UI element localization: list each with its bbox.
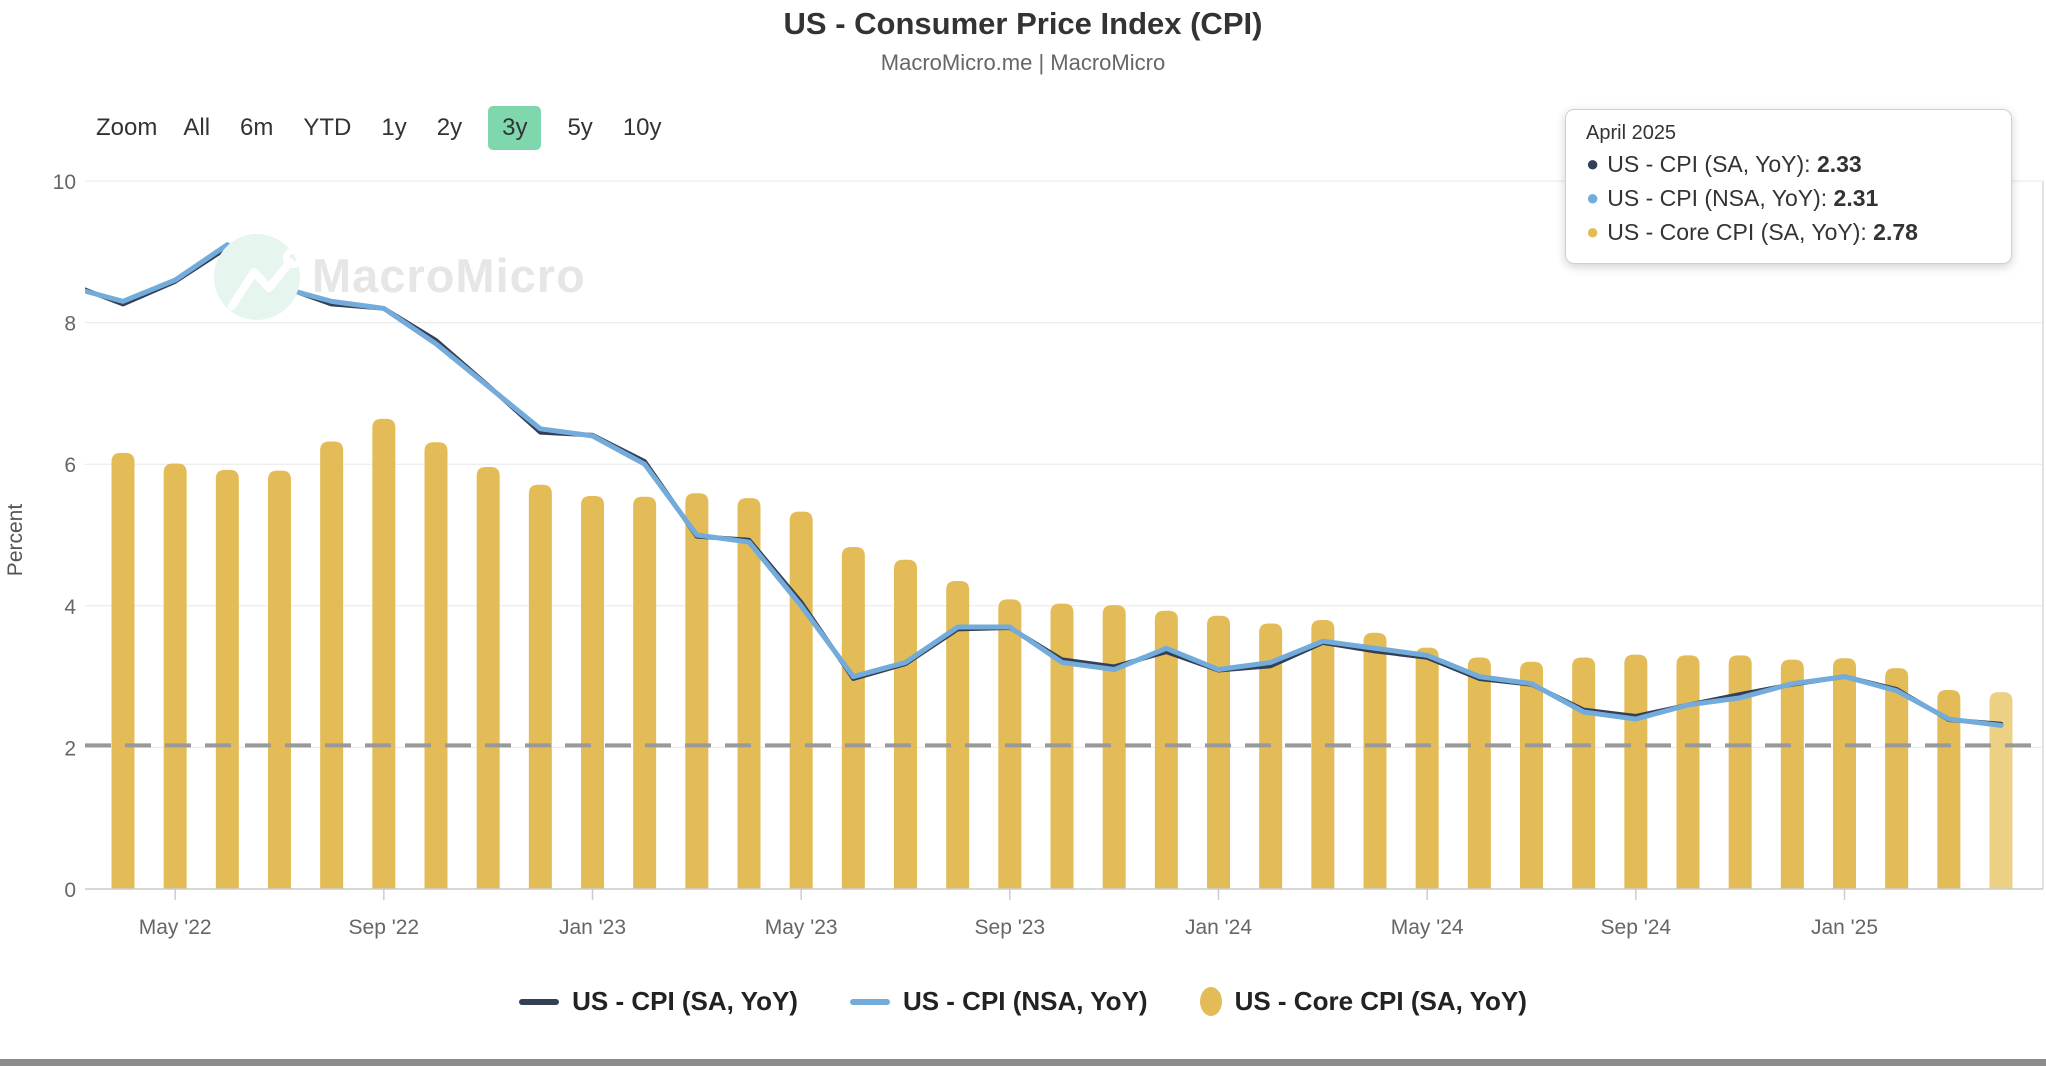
x-axis-label-may-24: May '24 [1391,916,1464,939]
core-cpi-bar-sep-24[interactable] [1624,654,1648,889]
core-cpi-bar-apr-24[interactable] [1363,632,1387,889]
core-cpi-bar-mar-25[interactable] [1937,690,1961,889]
core-cpi-bar-feb-25[interactable] [1885,668,1909,889]
y-axis-label-8: 8 [64,313,76,336]
core-cpi-bar-mar-23[interactable] [685,493,709,889]
range-option-10y[interactable]: 10y [622,114,662,141]
core-cpi-bar-feb-23[interactable] [633,496,657,889]
range-selector: Zoom All 6m YTD 1y 2y 3y 5y 10y [96,106,666,150]
core-cpi-bar-dec-24[interactable] [1780,659,1804,889]
core-cpi-bar-jul-23[interactable] [894,559,918,889]
hover-tooltip: April 2025 ● US - CPI (SA, YoY): 2.33 ● US … [1565,109,2012,264]
core-cpi-bar-nov-22[interactable] [476,467,500,889]
y-axis-label-10: 10 [53,171,76,194]
core-cpi-bar-nov-23[interactable] [1102,605,1126,889]
core-cpi-bar-aug-24[interactable] [1572,657,1596,889]
series-bullet-icon: ● [1586,151,1600,176]
tooltip-series-value: 2.78 [1873,219,1918,245]
core-cpi-bar-may-23[interactable] [789,511,813,889]
x-axis-label-jan-24: Jan '24 [1185,916,1252,939]
series-bullet-icon: ● [1586,185,1600,210]
legend-label: US - Core CPI (SA, YoY) [1234,986,1527,1016]
core-cpi-bar-jan-24[interactable] [1207,615,1231,889]
range-option-2y[interactable]: 2y [436,114,463,141]
x-axis-label-sep-24: Sep '24 [1601,916,1672,939]
y-axis-label-4: 4 [64,596,76,619]
x-axis-label-jan-23: Jan '23 [559,916,626,939]
core-cpi-bar-feb-24[interactable] [1259,623,1283,890]
x-axis-label-may-22: May '22 [139,916,212,939]
tooltip-series-value: 2.31 [1833,185,1879,211]
tooltip-date: April 2025 [1586,122,1677,144]
range-option-ytd[interactable]: YTD [303,114,352,141]
core-cpi-bar-jul-24[interactable] [1520,661,1544,889]
series-bullet-icon: ● [1586,219,1600,244]
tooltip-row: ● US - Core CPI (SA, YoY): 2.78 [1586,215,1991,249]
y-axis-label-6: 6 [64,454,76,477]
core-cpi-bar-oct-24[interactable] [1676,655,1700,889]
legend-label: US - CPI (SA, YoY) [572,986,798,1016]
tooltip-row: ● US - CPI (NSA, YoY): 2.31 [1586,181,1991,215]
core-cpi-bar-dec-23[interactable] [1154,610,1178,889]
core-cpi-bar-sep-22[interactable] [372,418,396,889]
range-option-5y[interactable]: 5y [567,114,593,141]
x-axis-label-jan-25: Jan '25 [1811,916,1878,939]
core-cpi-bar-jun-22[interactable] [215,469,239,889]
bottom-scrollbar[interactable] [0,1059,2046,1066]
tooltip-series-value: 2.33 [1816,151,1862,177]
legend-item-core-cpi[interactable]: US - Core CPI (SA, YoY) [1199,986,1527,1017]
core-cpi-bar-oct-22[interactable] [424,442,448,889]
x-axis-label-sep-22: Sep '22 [349,916,420,939]
range-option-3y[interactable]: 3y [488,106,542,150]
range-option-all[interactable]: All [183,114,211,141]
core-cpi-bar-jan-25[interactable] [1833,658,1857,889]
cpi-sa-line[interactable] [71,245,2004,727]
legend-item-cpi-sa[interactable]: US - CPI (SA, YoY) [519,986,798,1017]
core-cpi-bar-mar-24[interactable] [1311,619,1335,889]
cpi-nsa-line-marker [849,998,890,1005]
core-cpi-bar-apr-25[interactable] [1989,692,2013,889]
core-cpi-bar-jan-23[interactable] [581,496,605,889]
core-cpi-bar-jun-24[interactable] [1467,657,1491,889]
cpi-nsa-line[interactable] [71,242,2004,728]
core-cpi-bar-aug-22[interactable] [320,441,344,889]
range-option-1y[interactable]: 1y [381,114,407,141]
core-cpi-bar-jul-22[interactable] [268,470,292,889]
cpi-sa-line-marker [519,998,560,1005]
chart-subtitle: MacroMicro.me | MacroMicro [880,50,1166,75]
range-option-6m[interactable]: 6m [240,114,274,141]
tooltip-series-label: US - Core CPI (SA, YoY): [1607,219,1874,245]
y-axis-label-2: 2 [64,737,76,760]
core-cpi-bar-aug-23[interactable] [946,581,970,889]
y-axis-title: Percent [4,504,27,577]
legend-item-cpi-nsa[interactable]: US - CPI (NSA, YoY) [849,986,1148,1017]
core-cpi-bar-jun-23[interactable] [841,547,865,889]
core-cpi-bar-dec-22[interactable] [528,484,552,889]
x-axis-label-may-23: May '23 [765,916,838,939]
tooltip-series-label: US - CPI (SA, YoY): [1607,151,1817,177]
chart-title: US - Consumer Price Index (CPI) [783,6,1263,41]
y-axis-label-0: 0 [64,879,76,902]
core-cpi-bar-apr-23[interactable] [737,498,761,889]
tooltip-row: ● US - CPI (SA, YoY): 2.33 [1586,147,1991,181]
x-axis-label-sep-23: Sep '23 [975,916,1046,939]
tooltip-series-label: US - CPI (NSA, YoY): [1607,185,1834,211]
legend: US - CPI (SA, YoY) US - CPI (NSA, YoY) U… [0,986,2046,1017]
core-cpi-bar-apr-22[interactable] [111,452,135,889]
core-cpi-bar-may-24[interactable] [1415,647,1439,889]
core-cpi-bar-may-22[interactable] [163,463,187,889]
range-selector-label: Zoom [96,114,158,141]
legend-label: US - CPI (NSA, YoY) [902,986,1148,1016]
core-cpi-bar-marker [1199,987,1222,1016]
core-cpi-bar-nov-24[interactable] [1728,655,1752,889]
